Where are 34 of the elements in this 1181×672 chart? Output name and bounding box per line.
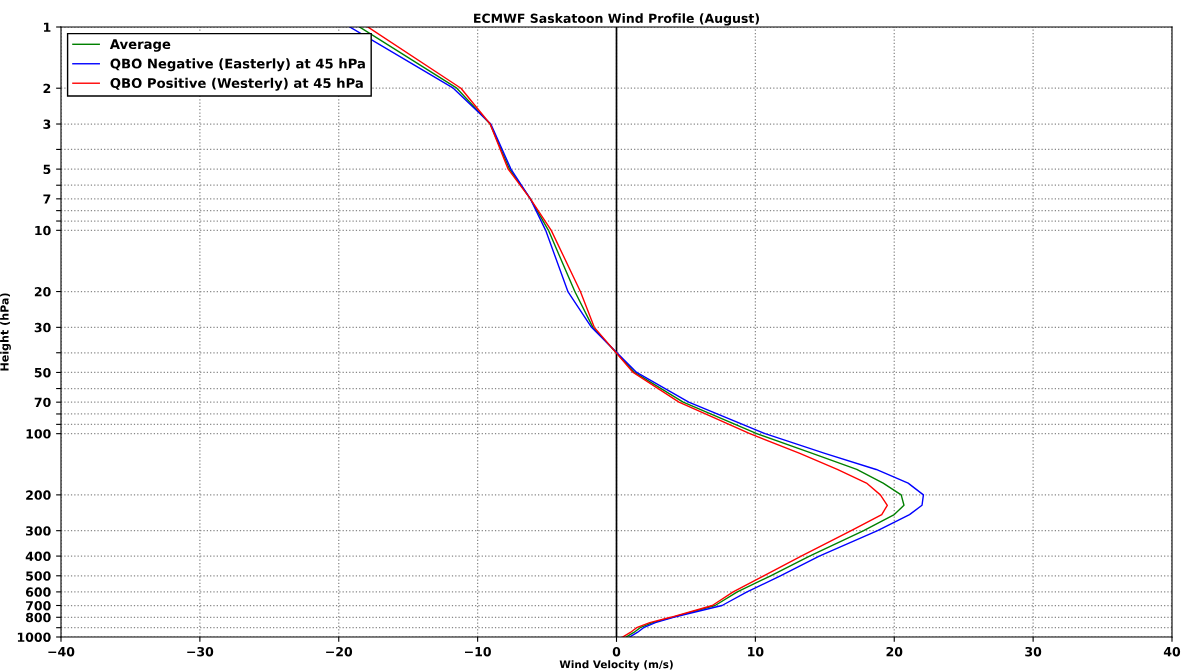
y-tick-label: 100 (26, 429, 51, 439)
chart-title: ECMWF Saskatoon Wind Profile (August) (474, 13, 759, 26)
y-tick-label: 600 (25, 587, 51, 597)
y-tick-label: 20 (34, 287, 51, 297)
y-tick-label: 7 (43, 194, 51, 204)
x-tick-label: −30 (187, 646, 214, 657)
x-tick-label: −40 (48, 646, 75, 657)
x-tick-label: −10 (465, 646, 491, 657)
x-tick-label: 30 (1025, 646, 1042, 657)
y-tick-label: 200 (26, 490, 51, 500)
y-tick-label: 5 (43, 164, 51, 175)
y-tick-label: 1 (43, 22, 51, 32)
y-tick-label: 70 (34, 397, 51, 408)
legend-label: Average (109, 39, 171, 52)
x-axis-title: Wind Velocity (m/s) (559, 660, 673, 671)
legend-label: QBO Negative (Easterly) at 45 hPa (110, 58, 365, 72)
y-tick-label: 3 (43, 119, 51, 129)
y-tick-label: 1000 (17, 632, 51, 642)
x-tick-label: 40 (1163, 646, 1181, 657)
y-tick-label: 10 (35, 225, 51, 236)
x-tick-label: 20 (886, 646, 903, 657)
y-tick-label: 50 (34, 367, 51, 378)
y-tick-label: 700 (26, 600, 51, 611)
y-tick-label: 30 (34, 322, 51, 333)
x-tick-label: −20 (326, 646, 353, 657)
y-tick-label: 300 (26, 526, 51, 536)
x-tick-label: 10 (748, 646, 764, 657)
y-tick-label: 800 (25, 612, 51, 623)
legend-label: QBO Positive (Westerly) at 45 hPa (110, 77, 363, 91)
x-tick-label: 0 (612, 646, 621, 657)
y-axis-title: Height (hPa) (0, 293, 11, 371)
y-tick-label: 500 (26, 571, 51, 581)
y-tick-label: 400 (25, 551, 51, 562)
y-tick-label: 2 (43, 83, 51, 93)
